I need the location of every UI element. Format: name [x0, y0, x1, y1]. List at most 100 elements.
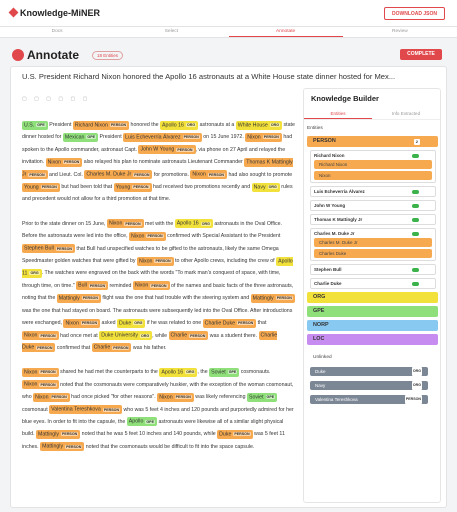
entity[interactable]: Mattingly PERSON [36, 429, 81, 439]
toggle[interactable] [412, 282, 419, 286]
entity[interactable]: Nixon PERSON [137, 256, 174, 266]
entity-tag: PERSON [132, 185, 150, 190]
entity[interactable]: Nixon PERSON [157, 392, 194, 402]
entity-text: Nixon [139, 258, 153, 265]
entity-card[interactable]: Charlie Duke [310, 278, 436, 289]
complete-button[interactable]: COMPLETE [400, 49, 442, 60]
entity[interactable]: Duke PERSON [217, 429, 253, 439]
download-button[interactable]: DOWNLOAD JSON [384, 7, 445, 20]
entity[interactable]: Nixon PERSON [245, 132, 282, 142]
toggle[interactable] [412, 204, 419, 208]
entity-text: Charles M. Duke Jr [86, 171, 132, 178]
text: cosmonaut [22, 406, 50, 413]
entity[interactable]: Duke ORG [117, 318, 146, 328]
class-header[interactable]: LOC [307, 334, 438, 345]
toggle[interactable] [412, 190, 419, 194]
entity[interactable]: Charles M. Duke Jr PERSON [84, 170, 153, 180]
entity[interactable]: Charlie PERSON [91, 343, 132, 353]
tab[interactable]: Info Extracted [391, 111, 421, 116]
step[interactable]: Annotate [228, 27, 343, 37]
entity[interactable]: Mattingly PERSON [250, 293, 295, 303]
entity[interactable]: Richard Nixon PERSON [72, 120, 130, 130]
entity-card[interactable]: Thomas K Mattingly Jr [310, 214, 436, 225]
class-header[interactable]: NORP [307, 320, 438, 331]
entity[interactable]: Charlie PERSON [168, 331, 209, 340]
entity[interactable]: Bull PERSON [76, 281, 109, 291]
class-header[interactable]: GPE [307, 306, 438, 317]
entity[interactable]: Charlie Duke PERSON [202, 318, 257, 328]
entity-tag: PERSON [80, 321, 99, 326]
entity-card[interactable]: Luis Echeverría Álvarez [310, 186, 436, 197]
entity[interactable]: Young PERSON [22, 182, 60, 192]
entity[interactable]: Young PERSON [113, 182, 152, 192]
entity-card[interactable]: Richard Nixon Richard Nixon Nixon [310, 150, 436, 183]
entity[interactable]: Soviet GPE [246, 392, 278, 402]
entity-card[interactable]: Stephen Bull [310, 264, 436, 275]
entity-text: Duke [119, 320, 132, 327]
entity[interactable]: Stephen Bull PERSON [22, 244, 75, 254]
document: U.S. GPE President Richard Nixon PERSON ho… [22, 119, 296, 465]
entity[interactable]: Nixon PERSON [63, 318, 101, 328]
entity[interactable]: Nixon PERSON [22, 367, 59, 377]
entity-card[interactable]: Charles M. Duke Jr Charles M. Duke Jr Char… [310, 228, 436, 261]
entity-text: Stephen Bull [24, 245, 54, 252]
linked-item[interactable]: Nixon [314, 171, 432, 180]
entity[interactable]: Apollo 16 ORG [174, 219, 213, 229]
entity-text: Nixon [192, 171, 206, 178]
toggle[interactable] [412, 218, 419, 222]
tab[interactable]: Entities [304, 108, 372, 119]
linked-item[interactable]: Charles M. Duke Jr [314, 238, 432, 247]
entity-text: Luis Echeverría Álvarez [125, 134, 181, 141]
entity[interactable]: Mexican GPE [62, 132, 99, 142]
entity[interactable]: Apollo 16 ORG [160, 120, 199, 130]
entity-tag: PERSON [55, 246, 73, 251]
unlinked-item[interactable]: Duke ORG [310, 367, 428, 376]
entity[interactable]: Mattingly PERSON [40, 442, 85, 452]
text: state dinner hosted for [22, 122, 295, 141]
entity-name: Luis Echeverría Álvarez [314, 189, 365, 194]
step[interactable]: Review [392, 29, 408, 34]
entity[interactable]: Valentina Tereshkova PERSON [49, 405, 123, 415]
step[interactable]: Select [164, 29, 179, 34]
entity[interactable]: Soviet GPE [209, 367, 240, 377]
text: was his father. [131, 344, 167, 351]
entity[interactable]: Nixon PERSON [45, 157, 83, 167]
entity[interactable]: Nixon PERSON [33, 392, 70, 402]
entity[interactable]: Nixon PERSON [129, 231, 166, 241]
entity[interactable]: John W Young PERSON [138, 145, 196, 155]
entity[interactable]: Mattingly PERSON [56, 293, 101, 303]
entity[interactable]: Nixon PERSON [106, 219, 144, 229]
linked-item[interactable]: Richard Nixon [314, 160, 432, 169]
entity[interactable]: Nixon PERSON [22, 380, 59, 390]
class-header[interactable]: PERSON 2 [307, 136, 438, 147]
toggle[interactable] [412, 232, 419, 236]
entity[interactable]: Luis Echeverría Álvarez PERSON [123, 132, 202, 142]
entity[interactable]: Nixon PERSON [22, 331, 59, 340]
text: for promotions. [152, 171, 191, 178]
entity[interactable]: Apollo GPE [126, 417, 157, 427]
linked-item[interactable]: Charles Duke [314, 249, 432, 258]
step[interactable]: Docs [51, 29, 63, 34]
entity[interactable]: Navy ORG [251, 182, 280, 192]
entity[interactable]: Nixon PERSON [132, 281, 170, 291]
unlinked-tag: PERSON [404, 395, 422, 404]
entity[interactable]: Duke University ORG [99, 331, 153, 340]
entity[interactable]: Nixon PERSON [190, 170, 228, 180]
entity-card[interactable]: John W Young [310, 200, 436, 211]
class-name: LOC [313, 336, 325, 342]
text: confirmed with Special Assistant to the … [165, 233, 281, 240]
text: had once picked "for other reasons". [69, 394, 158, 401]
entity-text: Thomas K Mattingly Jr [22, 159, 293, 178]
unlinked-item[interactable]: Navy ORG [310, 381, 428, 390]
toggle[interactable] [412, 268, 419, 272]
entity-tag: GPE [227, 370, 238, 375]
text: to other Apollo crews, including the cre… [173, 258, 277, 265]
toggle[interactable] [412, 154, 419, 158]
class-header[interactable]: ORG [307, 292, 438, 303]
entity[interactable]: White House ORG [235, 120, 283, 130]
entity[interactable]: Apollo 16 ORG [159, 367, 198, 377]
entity[interactable]: U.S. GPE [22, 120, 48, 130]
text: was a student there. [208, 332, 259, 339]
text: noted that the cosmonauts would be diffi… [84, 443, 255, 450]
unlinked-item[interactable]: Valentina Tereshkova PERSON [310, 395, 428, 404]
